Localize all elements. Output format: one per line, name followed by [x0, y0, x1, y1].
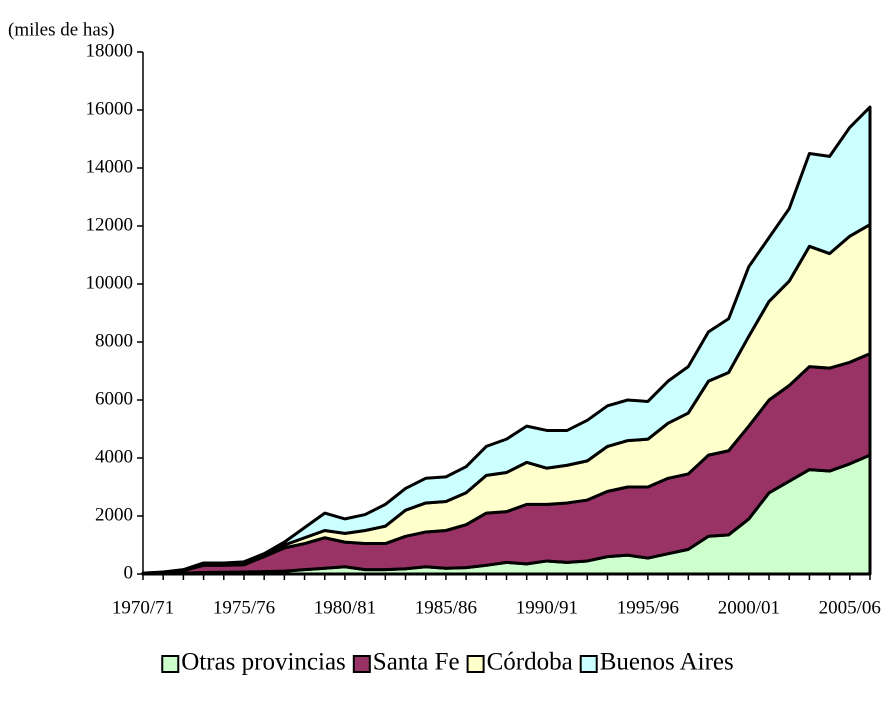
area	[141, 105, 872, 575]
legend-label: Otras provincias	[181, 649, 346, 676]
legend-swatch	[352, 655, 371, 673]
y-tick-label: 4000	[95, 446, 133, 467]
x-tick-label: 2000/01	[718, 597, 780, 618]
legend-swatch	[466, 655, 485, 673]
y-tick-label: 16000	[86, 98, 134, 119]
x-tick-label: 1970/71	[112, 597, 174, 618]
legend-label: Santa Fe	[373, 649, 460, 676]
legend-swatch	[579, 655, 598, 673]
x-tick-label: 2005/06	[819, 597, 881, 618]
y-axis-label: (miles de has)	[8, 19, 115, 40]
y-tick-label: 18000	[86, 40, 134, 61]
y-tick-label: 6000	[95, 388, 133, 409]
y-tick-label: 12000	[86, 214, 134, 235]
y-tick-label: 0	[124, 562, 134, 583]
y-tick-label: 14000	[86, 156, 134, 177]
legend-label: Córdoba	[487, 649, 573, 676]
legend-swatch	[161, 655, 180, 673]
x-tick-label: 1980/81	[314, 597, 376, 618]
y-tick-label: 2000	[95, 504, 133, 525]
y-tick-label: 8000	[95, 330, 133, 351]
x-tick-label: 1975/76	[213, 597, 275, 618]
x-tick-label: 1990/91	[516, 597, 578, 618]
x-tick-label: 1995/96	[617, 597, 679, 618]
x-tick-label: 1985/86	[415, 597, 477, 618]
y-tick-label: 10000	[86, 272, 134, 293]
legend-label: Buenos Aires	[600, 649, 734, 676]
